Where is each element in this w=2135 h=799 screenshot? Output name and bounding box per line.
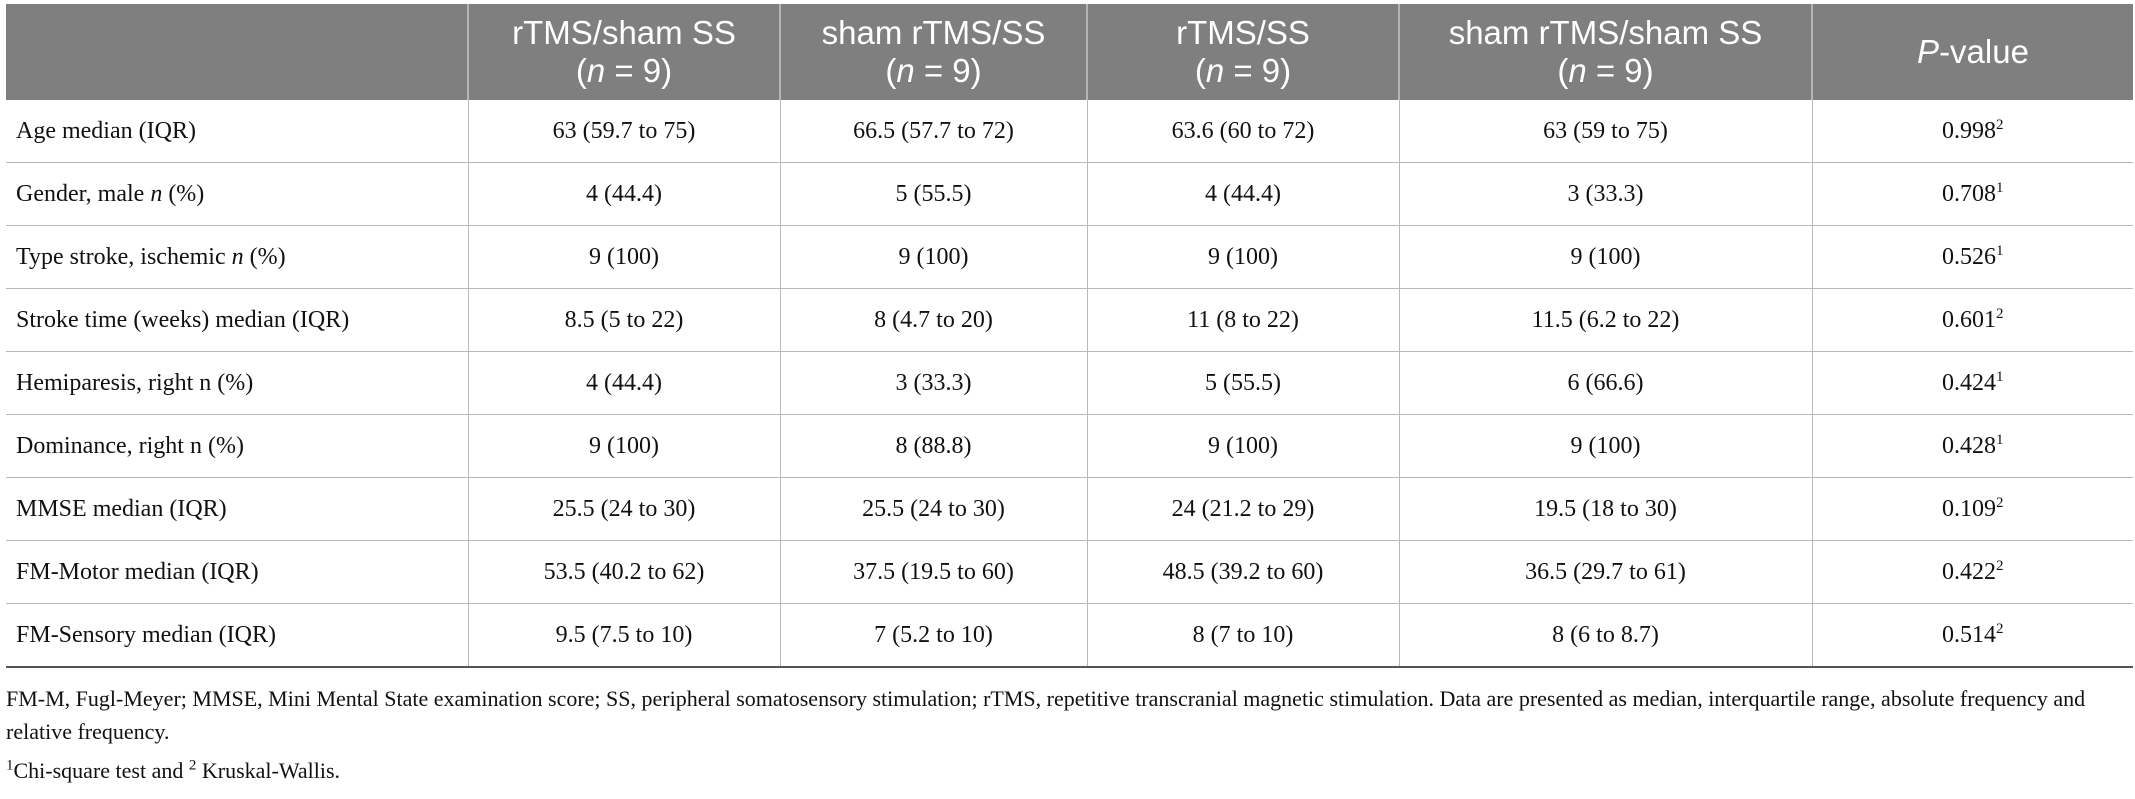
group-value-cell-3: 4 (44.4) (1086, 162, 1399, 226)
header-empty-cell (6, 4, 468, 100)
group-value-cell-3: 24 (21.2 to 29) (1086, 477, 1399, 541)
group-value-cell-2: 66.5 (57.7 to 72) (779, 100, 1087, 163)
row-label: Age median (IQR) (6, 100, 468, 163)
group-value-cell-1: 63 (59.7 to 75) (467, 100, 780, 163)
p-value-cell: 0.4222 (1811, 540, 2133, 604)
row-label: FM-Sensory median (IQR) (6, 603, 468, 668)
p-value-cell: 0.7081 (1811, 162, 2133, 226)
header-sham-rtms-ss: sham rTMS/SS (n = 9) (779, 4, 1087, 100)
table-body: Age median (IQR) 63 (59.7 to 75) 66.5 (57.… (6, 100, 2133, 668)
group-value-cell-1: 53.5 (40.2 to 62) (467, 540, 780, 604)
header-row: rTMS/sham SS (n = 9) sham rTMS/SS (n = 9… (6, 4, 2133, 100)
row-label: MMSE median (IQR) (6, 477, 468, 541)
group-value-cell-3: 11 (8 to 22) (1086, 288, 1399, 352)
group-value-cell-3: 9 (100) (1086, 414, 1399, 478)
header-sham-rtms-sham-ss: sham rTMS/sham SS (n = 9) (1398, 4, 1812, 100)
group-value-cell-2: 37.5 (19.5 to 60) (779, 540, 1087, 604)
p-value-cell: 0.5142 (1811, 603, 2133, 668)
group-value-cell-2: 9 (100) (779, 225, 1087, 289)
p-value-cell: 0.6012 (1811, 288, 2133, 352)
group-value-cell-4: 6 (66.6) (1398, 351, 1812, 415)
row-label: Type stroke, ischemic n (%) (6, 225, 468, 289)
group-value-cell-2: 3 (33.3) (779, 351, 1087, 415)
table-row: Stroke time (weeks) median (IQR) 8.5 (5 t… (6, 288, 2133, 352)
group-value-cell-2: 8 (4.7 to 20) (779, 288, 1087, 352)
table-row: Dominance, right n (%) 9 (100) 8 (88.8) 9 (… (6, 414, 2133, 478)
group-value-cell-2: 7 (5.2 to 10) (779, 603, 1087, 668)
table-header: rTMS/sham SS (n = 9) sham rTMS/SS (n = 9… (6, 4, 2133, 100)
row-label: FM-Motor median (IQR) (6, 540, 468, 604)
group-value-cell-2: 8 (88.8) (779, 414, 1087, 478)
group-value-cell-1: 9 (100) (467, 414, 780, 478)
footnote-statistical-tests: 1Chi-square test and 2 Kruskal-Wallis. (6, 757, 341, 783)
table-container: rTMS/sham SS (n = 9) sham rTMS/SS (n = 9… (6, 4, 2133, 787)
group-value-cell-4: 9 (100) (1398, 225, 1812, 289)
header-rtms-ss: rTMS/SS (n = 9) (1086, 4, 1399, 100)
test-footnote-marker: 2 (1996, 305, 2004, 322)
group-value-cell-3: 8 (7 to 10) (1086, 603, 1399, 668)
group-value-cell-4: 19.5 (18 to 30) (1398, 477, 1812, 541)
row-label: Hemiparesis, right n (%) (6, 351, 468, 415)
row-label: Stroke time (weeks) median (IQR) (6, 288, 468, 352)
p-value-cell: 0.1092 (1811, 477, 2133, 541)
footnote-abbreviations: FM-M, Fugl-Meyer; MMSE, Mini Mental Stat… (6, 686, 2086, 744)
p-value-cell: 0.4281 (1811, 414, 2133, 478)
group-value-cell-1: 9.5 (7.5 to 10) (467, 603, 780, 668)
table-row: MMSE median (IQR) 25.5 (24 to 30) 25.5 (24… (6, 477, 2133, 541)
group-value-cell-2: 5 (55.5) (779, 162, 1087, 226)
baseline-characteristics-table: rTMS/sham SS (n = 9) sham rTMS/SS (n = 9… (6, 4, 2133, 668)
group-value-cell-4: 8 (6 to 8.7) (1398, 603, 1812, 668)
group-value-cell-3: 63.6 (60 to 72) (1086, 100, 1399, 163)
group-value-cell-4: 63 (59 to 75) (1398, 100, 1812, 163)
group-value-cell-4: 11.5 (6.2 to 22) (1398, 288, 1812, 352)
test-footnote-marker: 1 (1996, 179, 2004, 196)
group-value-cell-3: 9 (100) (1086, 225, 1399, 289)
group-value-cell-4: 36.5 (29.7 to 61) (1398, 540, 1812, 604)
group-value-cell-1: 8.5 (5 to 22) (467, 288, 780, 352)
header-p-value: P-value (1811, 4, 2133, 100)
table-row: Type stroke, ischemic n (%) 9 (100) 9 (100… (6, 225, 2133, 289)
group-value-cell-3: 5 (55.5) (1086, 351, 1399, 415)
group-value-cell-4: 3 (33.3) (1398, 162, 1812, 226)
group-value-cell-1: 4 (44.4) (467, 162, 780, 226)
group-value-cell-1: 9 (100) (467, 225, 780, 289)
row-label: Gender, male n (%) (6, 162, 468, 226)
test-footnote-marker: 2 (1996, 494, 2004, 511)
table-row: FM-Motor median (IQR) 53.5 (40.2 to 62) 37… (6, 540, 2133, 604)
test-footnote-marker: 1 (1996, 368, 2004, 385)
table-row: Gender, male n (%) 4 (44.4) 5 (55.5) 4 (44.… (6, 162, 2133, 226)
group-value-cell-1: 4 (44.4) (467, 351, 780, 415)
test-footnote-marker: 1 (1996, 431, 2004, 448)
group-value-cell-1: 25.5 (24 to 30) (467, 477, 780, 541)
table-row: Age median (IQR) 63 (59.7 to 75) 66.5 (57.… (6, 100, 2133, 163)
test-footnote-marker: 2 (1996, 557, 2004, 574)
table-row: FM-Sensory median (IQR) 9.5 (7.5 to 10) 7 … (6, 603, 2133, 668)
p-value-cell: 0.4241 (1811, 351, 2133, 415)
group-value-cell-2: 25.5 (24 to 30) (779, 477, 1087, 541)
group-value-cell-3: 48.5 (39.2 to 60) (1086, 540, 1399, 604)
row-label: Dominance, right n (%) (6, 414, 468, 478)
p-value-cell: 0.9982 (1811, 100, 2133, 163)
p-value-cell: 0.5261 (1811, 225, 2133, 289)
test-footnote-marker: 2 (1996, 620, 2004, 637)
test-footnote-marker: 2 (1996, 116, 2004, 133)
group-value-cell-4: 9 (100) (1398, 414, 1812, 478)
test-footnote-marker: 1 (1996, 242, 2004, 259)
table-row: Hemiparesis, right n (%) 4 (44.4) 3 (33.3)… (6, 351, 2133, 415)
header-rtms-sham-ss: rTMS/sham SS (n = 9) (467, 4, 780, 100)
